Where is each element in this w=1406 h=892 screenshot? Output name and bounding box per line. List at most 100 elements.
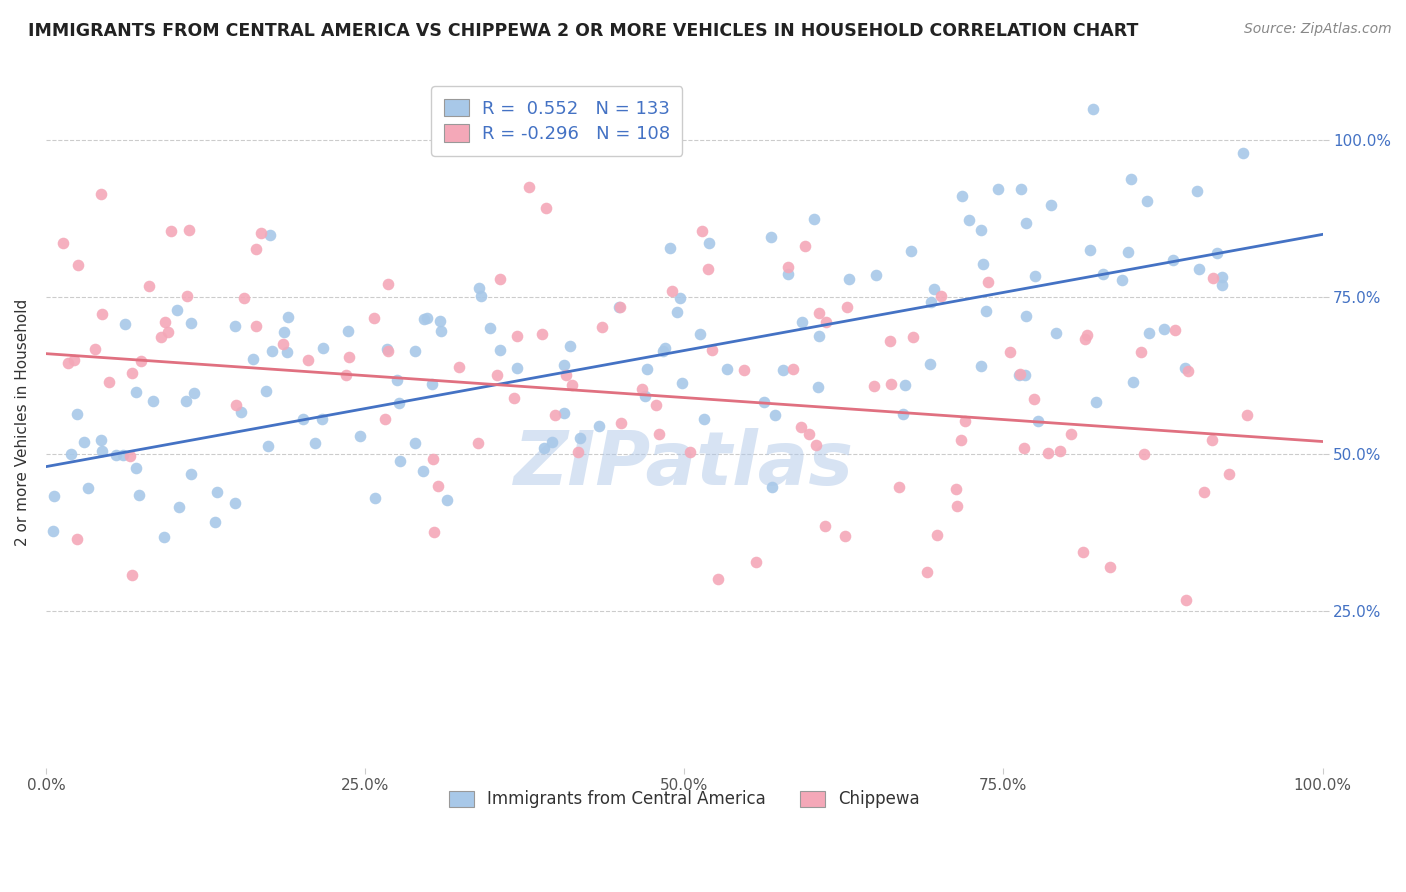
Point: [1081, 102, 1104, 116]
Point: [553, 406, 575, 420]
Point: [950, 189, 973, 203]
Point: [153, 530, 176, 544]
Point: [1038, 446, 1060, 460]
Point: [149, 330, 172, 344]
Point: [972, 257, 994, 271]
Point: [76, 481, 98, 495]
Point: [262, 344, 284, 359]
Point: [413, 312, 436, 326]
Point: [412, 464, 434, 478]
Point: [607, 300, 630, 314]
Point: [114, 317, 136, 331]
Point: [733, 363, 755, 377]
Point: [790, 315, 813, 329]
Point: [1211, 270, 1233, 285]
Point: [1218, 467, 1240, 482]
Point: [797, 426, 820, 441]
Point: [416, 310, 439, 325]
Point: [794, 239, 817, 253]
Point: [901, 329, 924, 343]
Point: [506, 329, 529, 343]
Point: [920, 357, 942, 371]
Point: [169, 500, 191, 514]
Point: [517, 180, 540, 194]
Point: [41, 524, 63, 538]
Point: [479, 320, 502, 334]
Point: [63, 353, 86, 368]
Point: [204, 516, 226, 530]
Point: [900, 244, 922, 258]
Point: [567, 444, 589, 458]
Point: [364, 491, 387, 506]
Point: [125, 461, 148, 475]
Point: [568, 431, 591, 445]
Point: [404, 435, 426, 450]
Point: [1078, 243, 1101, 257]
Point: [129, 354, 152, 368]
Point: [1137, 326, 1160, 340]
Point: [121, 367, 143, 381]
Point: [389, 453, 412, 467]
Point: [90, 433, 112, 447]
Point: [945, 482, 967, 496]
Point: [387, 373, 409, 387]
Point: [1049, 443, 1071, 458]
Point: [506, 360, 529, 375]
Point: [66, 533, 89, 547]
Point: [1010, 182, 1032, 196]
Y-axis label: 2 or more Vehicles in Household: 2 or more Vehicles in Household: [15, 299, 30, 546]
Point: [1015, 216, 1038, 230]
Point: [176, 288, 198, 302]
Point: [782, 362, 804, 376]
Point: [377, 277, 399, 291]
Point: [696, 262, 718, 277]
Point: [259, 227, 281, 242]
Point: [176, 393, 198, 408]
Point: [609, 300, 631, 314]
Point: [66, 407, 89, 421]
Point: [631, 382, 654, 396]
Point: [530, 326, 553, 341]
Point: [679, 445, 702, 459]
Point: [138, 278, 160, 293]
Point: [166, 303, 188, 318]
Point: [125, 385, 148, 400]
Point: [957, 213, 980, 227]
Point: [183, 386, 205, 401]
Point: [1085, 394, 1108, 409]
Point: [91, 443, 114, 458]
Point: [1129, 344, 1152, 359]
Point: [950, 434, 973, 448]
Point: [555, 368, 578, 382]
Point: [716, 361, 738, 376]
Point: [865, 268, 887, 283]
Point: [1014, 441, 1036, 455]
Point: [636, 362, 658, 376]
Point: [1000, 345, 1022, 359]
Point: [489, 272, 512, 286]
Point: [648, 426, 671, 441]
Point: [803, 211, 825, 226]
Point: [52, 236, 75, 251]
Point: [654, 341, 676, 355]
Text: Source: ZipAtlas.com: Source: ZipAtlas.com: [1244, 22, 1392, 37]
Point: [1059, 426, 1081, 441]
Point: [467, 436, 489, 450]
Point: [489, 343, 512, 357]
Point: [807, 380, 830, 394]
Point: [486, 368, 509, 382]
Point: [561, 378, 583, 392]
Point: [879, 334, 901, 348]
Point: [1174, 360, 1197, 375]
Point: [311, 412, 333, 426]
Point: [1008, 368, 1031, 382]
Point: [503, 391, 526, 405]
Point: [377, 343, 399, 358]
Point: [1188, 262, 1211, 277]
Point: [1232, 146, 1254, 161]
Point: [970, 223, 993, 237]
Point: [90, 186, 112, 201]
Point: [245, 242, 267, 256]
Point: [224, 319, 246, 334]
Point: [160, 224, 183, 238]
